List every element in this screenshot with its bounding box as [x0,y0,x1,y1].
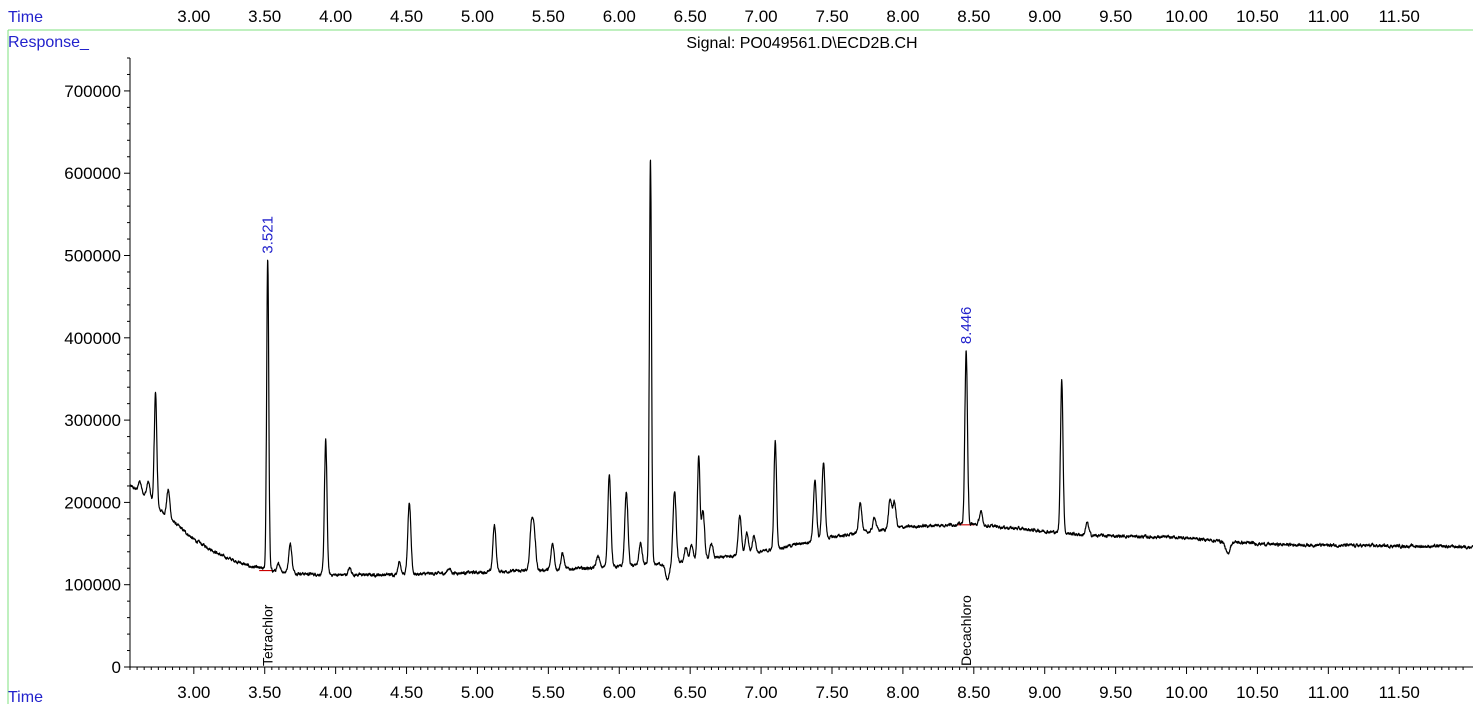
response-label: Response_ [8,34,90,51]
x-tick-label: 11.00 [1308,683,1349,702]
x-tick-label: 9.00 [1028,683,1061,702]
peak-annotations: 3.521 8.446 Tetrachlor Decachloro [260,216,975,666]
top-tick-label: 6.00 [603,7,636,26]
bottom-time-label: Time [8,689,43,704]
top-tick-label: 9.00 [1028,7,1061,26]
compound-label: Decachloro [958,595,974,666]
top-time-label: Time [8,9,43,26]
x-tick-label: 3.00 [177,683,210,702]
x-tick-label: 10.50 [1236,683,1279,702]
top-tick-label: 9.50 [1099,7,1132,26]
y-tick-label: 500000 [64,247,121,266]
top-tick-label: 6.50 [674,7,707,26]
compound-label: Tetrachlor [260,604,276,666]
y-tick-label: 400000 [64,329,121,348]
x-tick-label: 8.50 [957,683,990,702]
top-tick-labels: 3.00 3.50 4.00 4.50 5.00 5.50 6.00 6.50 7.00 7.50… [177,7,1420,26]
x-tick-label: 5.50 [532,683,565,702]
x-tick-label: 10.00 [1165,683,1208,702]
top-tick-label: 7.50 [815,7,848,26]
y-axis-ticks: 0 100000 200000 300000 400000 500000 600000 700… [64,57,130,677]
chromatogram-trace [129,159,1473,581]
top-tick-label: 10.00 [1165,7,1208,26]
x-tick-label: 8.00 [886,683,919,702]
x-tick-label: 6.00 [603,683,636,702]
top-tick-label: 3.00 [177,7,210,26]
top-tick-label: 8.00 [886,7,919,26]
x-tick-label: 6.50 [674,683,707,702]
top-tick-label: 3.50 [248,7,281,26]
x-tick-label: 11.50 [1379,683,1420,702]
top-tick-label: 11.50 [1379,7,1420,26]
y-tick-label: 0 [112,658,121,677]
x-tick-label: 9.50 [1099,683,1132,702]
x-axis-ticks: 3.00 3.50 4.00 4.50 5.00 5.50 6.00 6.50 7.00 7.50… [129,667,1464,702]
y-tick-label: 700000 [64,82,121,101]
top-tick-label: 5.50 [532,7,565,26]
top-tick-label: 4.00 [319,7,352,26]
signal-title: Signal: PO049561.D\ECD2B.CH [686,35,917,52]
peak-rt-label: 8.446 [958,307,975,345]
top-tick-label: 10.50 [1236,7,1279,26]
y-tick-label: 600000 [64,164,121,183]
peak-rt-label: 3.521 [260,216,277,254]
x-tick-label: 3.50 [248,683,281,702]
x-tick-label: 7.50 [815,683,848,702]
top-tick-label: 8.50 [957,7,990,26]
x-tick-label: 5.00 [461,683,494,702]
top-tick-label: 5.00 [461,7,494,26]
top-tick-label: 4.50 [390,7,423,26]
y-tick-label: 200000 [64,493,121,512]
x-tick-label: 4.00 [319,683,352,702]
y-tick-label: 300000 [64,411,121,430]
x-tick-label: 7.00 [745,683,778,702]
x-tick-label: 4.50 [390,683,423,702]
top-tick-label: 11.00 [1308,7,1349,26]
top-tick-label: 7.00 [745,7,778,26]
y-tick-label: 100000 [64,576,121,595]
